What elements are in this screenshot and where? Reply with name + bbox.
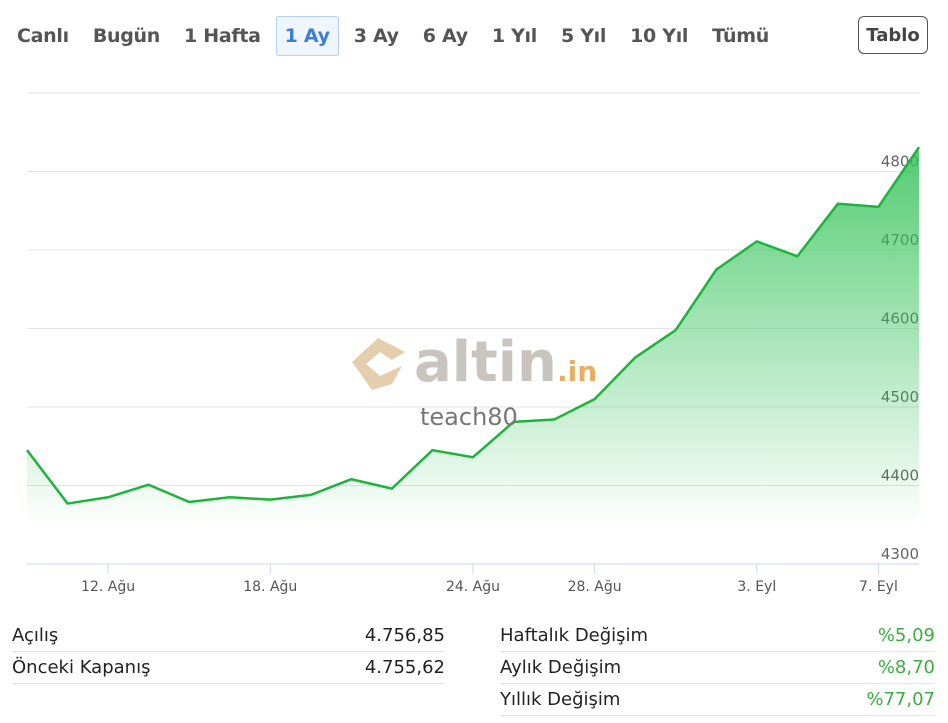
y-tick-label: 4300: [881, 545, 919, 563]
price-line: [26, 146, 921, 505]
x-tick-label: 3. Eyl: [737, 579, 776, 595]
range-tab[interactable]: 10 Yıl: [630, 25, 689, 47]
stat-value: %8,70: [877, 656, 935, 678]
range-tab[interactable]: 1 Ay: [275, 16, 339, 56]
table-button[interactable]: Tablo: [858, 16, 928, 54]
area-fill: [27, 147, 919, 521]
watermark-user: teach80: [420, 403, 518, 431]
stat-label: Yıllık Değişim: [500, 688, 621, 710]
stat-label: Önceki Kapanış: [12, 656, 151, 678]
range-tab[interactable]: Bugün: [92, 25, 160, 47]
watermark-brand: altin: [414, 330, 557, 395]
range-tabs: Canlı Bugün 1 Hafta 1 Ay 3 Ay 6 Ay 1 Yıl 5 Yıl 1…: [8, 16, 778, 56]
stat-label: Açılış: [12, 624, 59, 646]
watermark-suffix: .in: [557, 355, 597, 388]
x-tick-label: 28. Ağu: [568, 579, 622, 595]
stat-value: 4.755,62: [364, 656, 445, 678]
stat-value: %77,07: [866, 688, 935, 710]
range-tab[interactable]: 6 Ay: [422, 25, 468, 47]
stat-row: Önceki Kapanış 4.755,62: [12, 651, 445, 684]
x-tick-label: 18. Ağu: [243, 579, 297, 595]
range-tab[interactable]: 3 Ay: [353, 25, 399, 47]
x-tick-label: 24. Ağu: [446, 579, 500, 595]
range-tab[interactable]: Canlı: [17, 25, 69, 47]
stat-label: Haftalık Değişim: [500, 624, 649, 646]
watermark: altin .in teach80: [352, 330, 597, 431]
stat-row: Haftalık Değişim %5,09: [500, 619, 935, 652]
range-tab[interactable]: 1 Yıl: [491, 25, 537, 47]
stat-row: Aylık Değişim %8,70: [500, 651, 935, 684]
x-tick-label: 7. Eyl: [859, 579, 898, 595]
stat-value: %5,09: [877, 624, 935, 646]
range-tab[interactable]: 1 Hafta: [184, 25, 261, 47]
range-tab[interactable]: Tümü: [712, 25, 769, 47]
x-tick-label: 12. Ağu: [81, 579, 135, 595]
stat-row: Açılış 4.756,85: [12, 619, 445, 652]
stat-value: 4.756,85: [364, 624, 445, 646]
watermark-logo: [352, 338, 405, 390]
stat-row: Yıllık Değişim %77,07: [500, 683, 935, 716]
range-tab[interactable]: 5 Yıl: [560, 25, 607, 47]
stat-label: Aylık Değişim: [500, 656, 622, 678]
